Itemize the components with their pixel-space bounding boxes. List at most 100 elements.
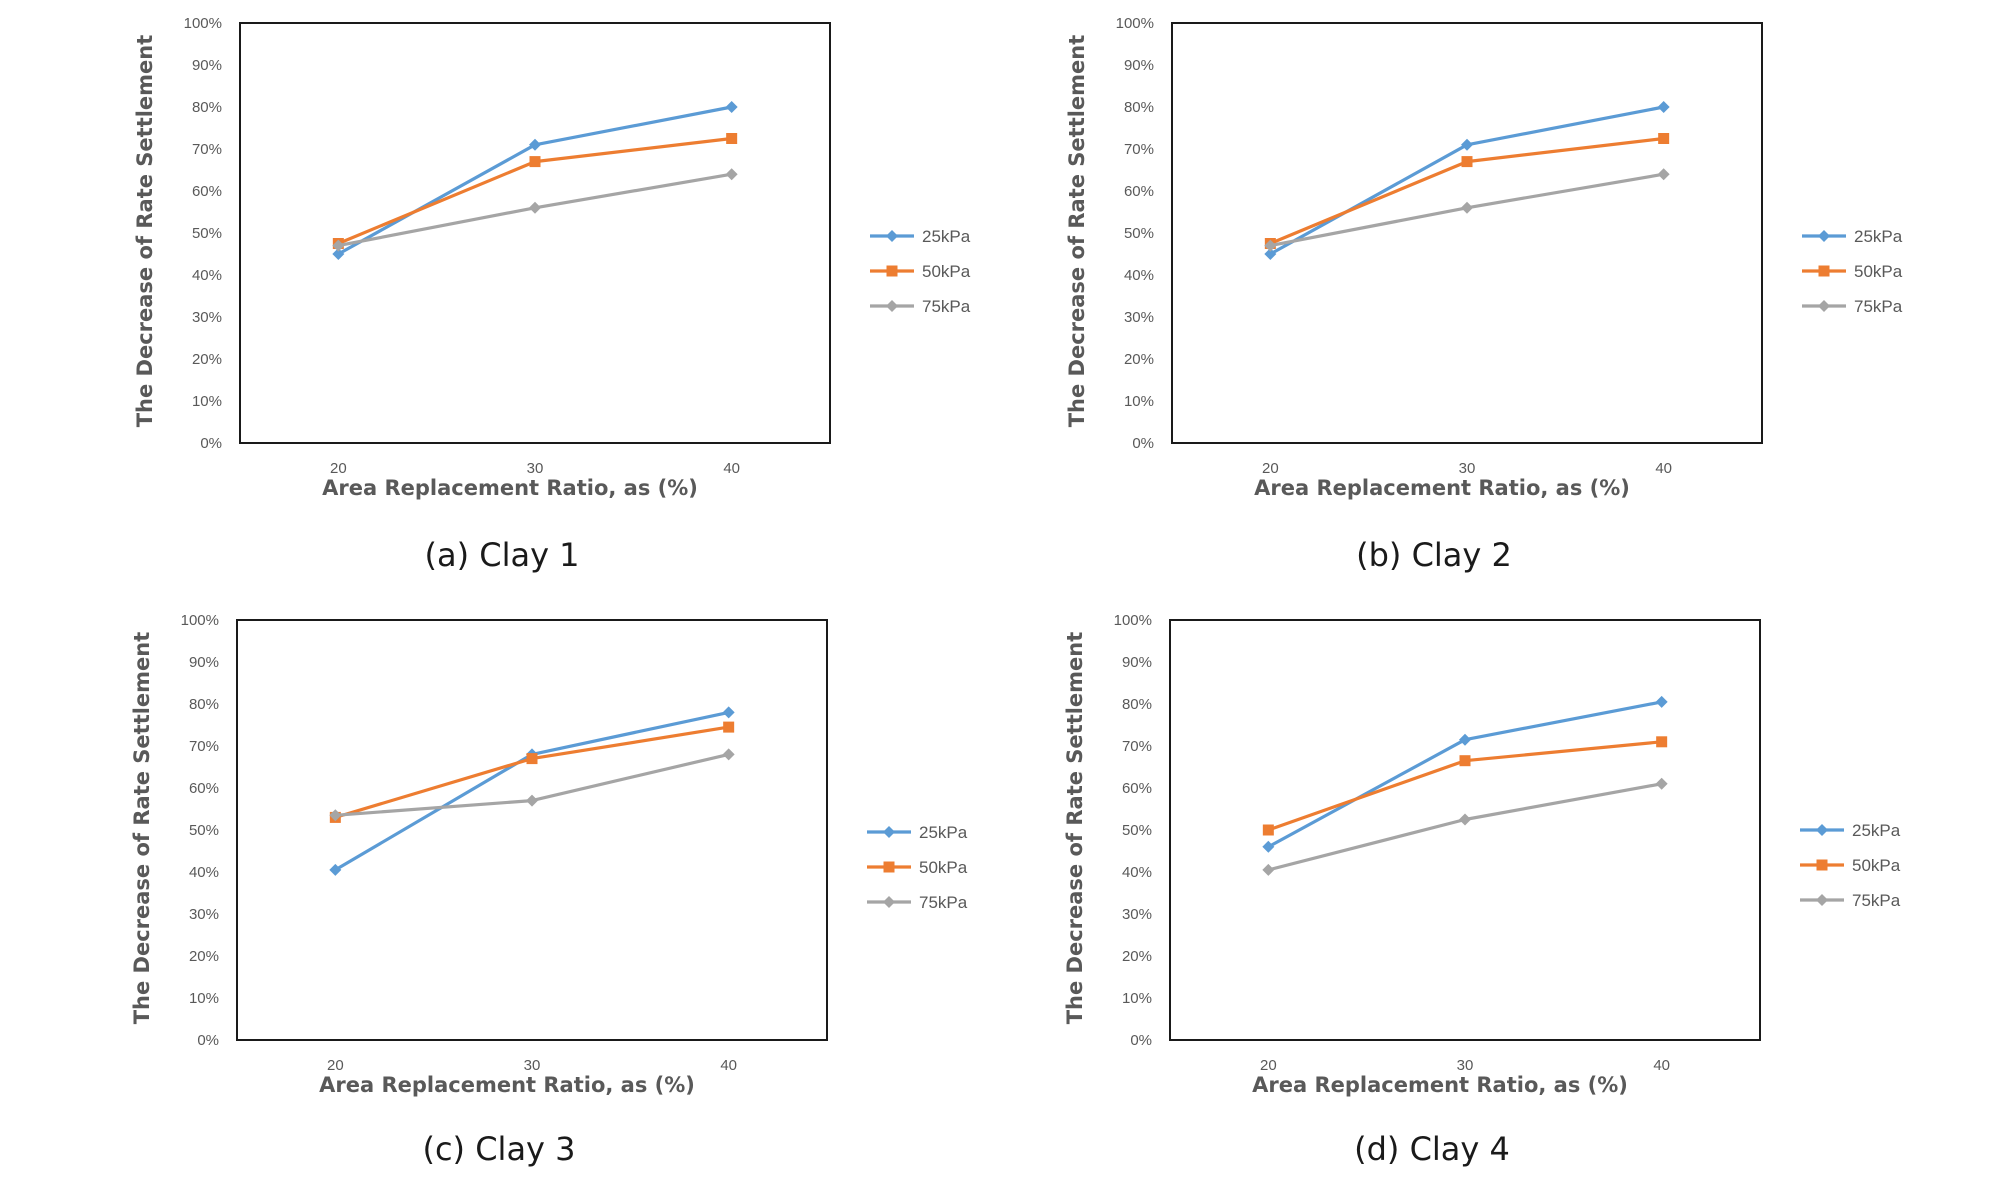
x-axis-title: Area Replacement Ratio, as (%) bbox=[322, 476, 698, 500]
y-tick-label: 100% bbox=[181, 612, 219, 629]
chart-caption: (a) Clay 1 bbox=[424, 536, 579, 574]
y-tick-label: 0% bbox=[200, 435, 222, 452]
data-point bbox=[1461, 156, 1473, 168]
x-tick-label: 40 bbox=[720, 1057, 737, 1074]
y-tick-label: 20% bbox=[1122, 948, 1152, 965]
data-point bbox=[1461, 201, 1473, 214]
x-tick-label: 20 bbox=[1262, 460, 1279, 477]
chart-panel-3: 0% 10% 20% 30% 40% 50% 60% 70% 80% 90% 100% 20 30 40 A… bbox=[130, 612, 968, 1168]
data-point bbox=[526, 794, 538, 807]
legend-marker bbox=[1818, 265, 1830, 277]
legend: 25kPa 50kPa 75kPa bbox=[1802, 227, 1903, 316]
data-point bbox=[529, 201, 541, 214]
y-tick-label: 50% bbox=[192, 225, 222, 242]
legend-marker bbox=[883, 861, 895, 873]
data-point bbox=[1657, 101, 1670, 113]
data-point bbox=[1655, 777, 1668, 790]
x-tick-label: 40 bbox=[1653, 1057, 1670, 1074]
series-50kPa bbox=[1262, 736, 1668, 836]
x-tick-label: 30 bbox=[1459, 460, 1476, 477]
plot-area bbox=[1169, 619, 1761, 1041]
y-tick-label: 30% bbox=[1122, 906, 1152, 923]
legend-marker bbox=[1818, 230, 1830, 242]
data-point bbox=[329, 863, 342, 876]
data-point bbox=[725, 101, 738, 113]
y-tick-label: 10% bbox=[1122, 990, 1152, 1007]
y-tick-label: 90% bbox=[1124, 57, 1154, 74]
y-tick-label: 70% bbox=[189, 738, 219, 755]
x-tick-label: 40 bbox=[1655, 460, 1672, 477]
data-point bbox=[1264, 248, 1277, 260]
y-tick-label: 50% bbox=[189, 822, 219, 839]
y-tick-label: 10% bbox=[192, 393, 222, 410]
y-tick-label: 70% bbox=[1124, 141, 1154, 158]
y-tick-label: 20% bbox=[1124, 351, 1154, 368]
legend-marker bbox=[1816, 894, 1828, 906]
y-tick-label: 70% bbox=[192, 141, 222, 158]
y-tick-label: 60% bbox=[189, 780, 219, 797]
legend-label: 75kPa bbox=[922, 297, 971, 316]
x-tick-label: 30 bbox=[527, 460, 544, 477]
legend-label: 50kPa bbox=[1852, 856, 1901, 875]
y-tick-label: 80% bbox=[189, 696, 219, 713]
data-point bbox=[1459, 755, 1471, 767]
y-axis-title: The Decrease of Rate Settlement bbox=[133, 35, 157, 428]
data-point bbox=[1262, 824, 1274, 836]
plot-area bbox=[236, 619, 828, 1041]
y-tick-label: 30% bbox=[1124, 309, 1154, 326]
series-75kPa bbox=[329, 748, 735, 822]
data-point bbox=[1459, 733, 1471, 746]
y-tick-label: 20% bbox=[192, 351, 222, 368]
data-point bbox=[332, 239, 345, 252]
data-point bbox=[529, 138, 541, 151]
y-tick-label: 50% bbox=[1122, 822, 1152, 839]
y-tick-label: 60% bbox=[192, 183, 222, 200]
data-point bbox=[1459, 813, 1471, 826]
data-point bbox=[722, 748, 735, 761]
y-axis-title: The Decrease of Rate Settlement bbox=[130, 632, 154, 1025]
data-point bbox=[529, 156, 541, 168]
y-axis-title: The Decrease of Rate Settlement bbox=[1065, 35, 1089, 428]
y-tick-label: 10% bbox=[1124, 393, 1154, 410]
x-axis-title: Area Replacement Ratio, as (%) bbox=[1254, 476, 1630, 500]
data-point bbox=[526, 753, 538, 765]
chart-panel-1: 0% 10% 20% 30% 40% 50% 60% 70% 80% 90% 100% 20 30 40 A… bbox=[133, 15, 971, 574]
series-75kPa bbox=[332, 168, 738, 252]
x-tick-label: 30 bbox=[524, 1057, 541, 1074]
data-point bbox=[1655, 695, 1668, 708]
series-75kPa bbox=[1262, 777, 1668, 876]
y-tick-label: 100% bbox=[1114, 612, 1152, 629]
data-point bbox=[723, 721, 735, 733]
plot-area bbox=[1171, 22, 1763, 444]
y-tick-label: 0% bbox=[197, 1032, 219, 1049]
data-point bbox=[1262, 840, 1275, 853]
legend-label: 25kPa bbox=[919, 823, 968, 842]
y-tick-label: 80% bbox=[192, 99, 222, 116]
legend: 25kPa 50kPa 75kPa bbox=[1800, 821, 1901, 910]
series-75kPa bbox=[1264, 168, 1670, 252]
y-tick-label: 40% bbox=[189, 864, 219, 881]
x-tick-label: 40 bbox=[723, 460, 740, 477]
data-point bbox=[1656, 736, 1668, 748]
legend-label: 50kPa bbox=[1854, 262, 1903, 281]
data-point bbox=[1264, 239, 1277, 252]
x-axis-title: Area Replacement Ratio, as (%) bbox=[1252, 1073, 1628, 1097]
chart-caption: (b) Clay 2 bbox=[1356, 536, 1512, 574]
chart-panel-4: 0% 10% 20% 30% 40% 50% 60% 70% 80% 90% 100% 20 30 40 A… bbox=[1063, 612, 1901, 1168]
y-tick-label: 60% bbox=[1122, 780, 1152, 797]
legend-label: 75kPa bbox=[919, 893, 968, 912]
data-point bbox=[722, 706, 735, 719]
legend: 25kPa 50kPa 75kPa bbox=[867, 823, 968, 912]
chart-panel-2: 0% 10% 20% 30% 40% 50% 60% 70% 80% 90% 100% 20 30 40 A… bbox=[1065, 15, 1903, 574]
y-tick-label: 100% bbox=[1116, 15, 1154, 32]
y-tick-label: 80% bbox=[1122, 696, 1152, 713]
legend-label: 25kPa bbox=[922, 227, 971, 246]
data-point bbox=[1461, 138, 1473, 151]
x-tick-label: 20 bbox=[330, 460, 347, 477]
y-tick-label: 0% bbox=[1130, 1032, 1152, 1049]
y-tick-label: 90% bbox=[1122, 654, 1152, 671]
legend-label: 75kPa bbox=[1852, 891, 1901, 910]
legend-label: 50kPa bbox=[922, 262, 971, 281]
legend-marker bbox=[1818, 300, 1830, 312]
